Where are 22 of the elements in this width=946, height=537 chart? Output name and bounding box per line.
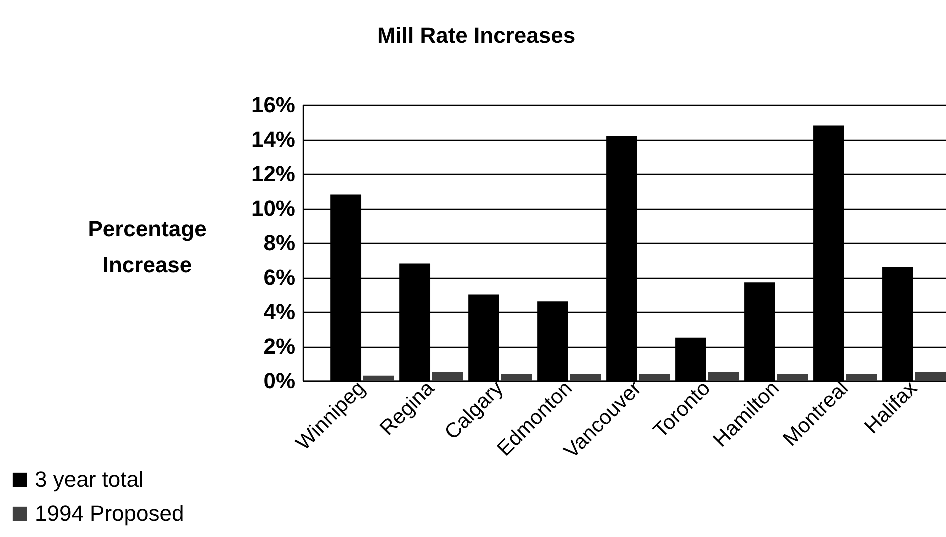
y-tick-label: 8% bbox=[264, 230, 296, 256]
bar bbox=[846, 374, 878, 381]
y-tick-label: 6% bbox=[264, 265, 296, 290]
y-axis-title: Percentage Increase bbox=[88, 216, 207, 278]
bar bbox=[432, 372, 464, 381]
y-tick-label: 0% bbox=[264, 368, 296, 394]
y-tick-label: 10% bbox=[251, 196, 296, 221]
bar bbox=[915, 372, 946, 381]
legend-label: 1994 Proposed bbox=[35, 501, 184, 526]
y-tick-label: 4% bbox=[264, 300, 296, 324]
bar bbox=[708, 372, 740, 381]
y-tick-label: 2% bbox=[264, 334, 296, 359]
bar bbox=[363, 376, 394, 381]
y-tick-label: 12% bbox=[251, 162, 296, 186]
bar bbox=[639, 374, 670, 381]
bar bbox=[570, 374, 602, 381]
bar bbox=[777, 374, 808, 381]
chart-title: Mill Rate Increases bbox=[377, 23, 576, 48]
bar bbox=[501, 374, 532, 381]
y-tick-label: 16% bbox=[251, 92, 296, 118]
legend-label: 3 year total bbox=[35, 467, 144, 492]
y-tick-label: 14% bbox=[251, 127, 296, 152]
